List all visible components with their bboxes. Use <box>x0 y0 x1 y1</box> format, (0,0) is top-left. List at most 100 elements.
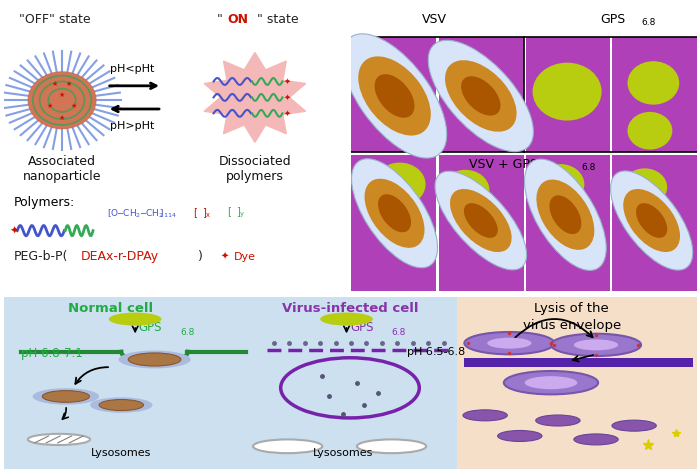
Text: ✦: ✦ <box>284 109 291 118</box>
Circle shape <box>128 353 181 366</box>
Ellipse shape <box>550 195 581 234</box>
Ellipse shape <box>342 34 447 158</box>
Circle shape <box>627 61 679 105</box>
Circle shape <box>536 415 580 426</box>
Ellipse shape <box>623 189 680 252</box>
Text: ★: ★ <box>66 81 72 87</box>
Ellipse shape <box>524 159 606 270</box>
FancyBboxPatch shape <box>526 37 610 153</box>
Circle shape <box>533 63 601 121</box>
Text: pH>pHt: pH>pHt <box>111 121 155 130</box>
Text: Lysis of the: Lysis of the <box>534 302 609 315</box>
Text: DEAx-r-DPAy: DEAx-r-DPAy <box>81 250 159 263</box>
Text: Normal cell: Normal cell <box>69 302 153 315</box>
Circle shape <box>487 338 531 349</box>
Text: Dissociated
polymers: Dissociated polymers <box>218 155 291 183</box>
FancyBboxPatch shape <box>351 137 696 153</box>
FancyBboxPatch shape <box>351 37 436 153</box>
Text: Virus-infected cell: Virus-infected cell <box>281 302 419 315</box>
Text: VSV: VSV <box>421 13 447 26</box>
Text: $\mathregular{\left[\;\;\right]_y}$: $\mathregular{\left[\;\;\right]_y}$ <box>228 206 246 220</box>
Text: 6.8: 6.8 <box>391 328 406 337</box>
Ellipse shape <box>445 60 517 132</box>
Text: 6.8: 6.8 <box>581 162 595 171</box>
FancyBboxPatch shape <box>351 5 696 37</box>
Text: Lysosomes: Lysosomes <box>91 448 151 458</box>
FancyBboxPatch shape <box>351 21 696 37</box>
Circle shape <box>536 164 584 204</box>
Text: PEG-b-P(: PEG-b-P( <box>14 250 68 263</box>
Text: GPS: GPS <box>350 321 374 334</box>
Text: ": " <box>217 13 223 26</box>
Text: ✦: ✦ <box>284 77 291 86</box>
Ellipse shape <box>358 57 430 136</box>
Circle shape <box>99 399 144 411</box>
Ellipse shape <box>378 194 411 232</box>
Ellipse shape <box>357 439 426 453</box>
Text: ★: ★ <box>59 114 65 121</box>
Text: ★: ★ <box>52 81 58 87</box>
Ellipse shape <box>435 171 526 270</box>
Ellipse shape <box>536 179 594 250</box>
Text: pH 6.5-6.8: pH 6.5-6.8 <box>407 347 465 357</box>
FancyBboxPatch shape <box>351 155 436 292</box>
Circle shape <box>320 313 373 325</box>
Ellipse shape <box>610 171 693 270</box>
Text: Polymers:: Polymers: <box>14 196 75 209</box>
Text: $\mathregular{\left[O\!\!-\!\!CH_2\!\!-\!\!CH_2\!\!\right]_{114}}$: $\mathregular{\left[O\!\!-\!\!CH_2\!\!-\… <box>107 207 177 219</box>
Ellipse shape <box>253 439 322 453</box>
Text: ★: ★ <box>59 91 65 97</box>
Polygon shape <box>204 52 306 142</box>
Text: ✦: ✦ <box>10 226 19 236</box>
Text: GPS: GPS <box>600 13 625 26</box>
Text: VSV + GPS: VSV + GPS <box>469 158 538 171</box>
Ellipse shape <box>28 434 90 445</box>
Circle shape <box>627 112 672 150</box>
Ellipse shape <box>461 76 500 116</box>
Text: GPS: GPS <box>139 321 162 334</box>
Text: "OFF" state: "OFF" state <box>20 13 91 26</box>
Circle shape <box>42 390 90 402</box>
Text: Lysosomes: Lysosomes <box>313 448 373 458</box>
Circle shape <box>374 162 426 206</box>
Circle shape <box>33 388 99 405</box>
FancyBboxPatch shape <box>440 155 524 292</box>
Ellipse shape <box>374 74 414 118</box>
Text: 6.8: 6.8 <box>641 18 656 27</box>
Text: ON: ON <box>228 13 248 26</box>
Circle shape <box>551 333 641 356</box>
Text: ★: ★ <box>71 103 77 109</box>
Circle shape <box>612 420 657 431</box>
Text: virus envelope: virus envelope <box>523 319 621 332</box>
Text: 6.8: 6.8 <box>180 328 195 337</box>
Circle shape <box>498 430 542 441</box>
Text: ★: ★ <box>47 103 53 109</box>
Ellipse shape <box>636 203 667 238</box>
Text: pH 6.8-7.1: pH 6.8-7.1 <box>21 347 83 360</box>
FancyBboxPatch shape <box>526 155 610 292</box>
FancyBboxPatch shape <box>612 155 696 292</box>
Text: " state: " state <box>257 13 298 26</box>
Ellipse shape <box>464 203 498 238</box>
Circle shape <box>90 398 153 413</box>
Circle shape <box>441 170 489 211</box>
Text: Associated
nanoparticle: Associated nanoparticle <box>23 155 102 183</box>
Text: pH<pHt: pH<pHt <box>111 64 155 74</box>
Circle shape <box>464 332 554 354</box>
Circle shape <box>463 410 508 421</box>
FancyBboxPatch shape <box>4 297 457 469</box>
Circle shape <box>118 350 190 368</box>
Circle shape <box>574 340 618 350</box>
Ellipse shape <box>428 40 533 152</box>
Text: $\mathregular{\left[\;\;\right]_x}$: $\mathregular{\left[\;\;\right]_x}$ <box>193 206 211 220</box>
Circle shape <box>574 434 618 445</box>
FancyBboxPatch shape <box>440 37 524 153</box>
Circle shape <box>504 371 598 394</box>
Circle shape <box>27 71 97 129</box>
Ellipse shape <box>351 159 438 268</box>
Text: ✦: ✦ <box>284 93 291 102</box>
Circle shape <box>524 376 577 389</box>
FancyBboxPatch shape <box>612 37 696 153</box>
FancyBboxPatch shape <box>464 358 693 367</box>
Ellipse shape <box>365 179 424 248</box>
